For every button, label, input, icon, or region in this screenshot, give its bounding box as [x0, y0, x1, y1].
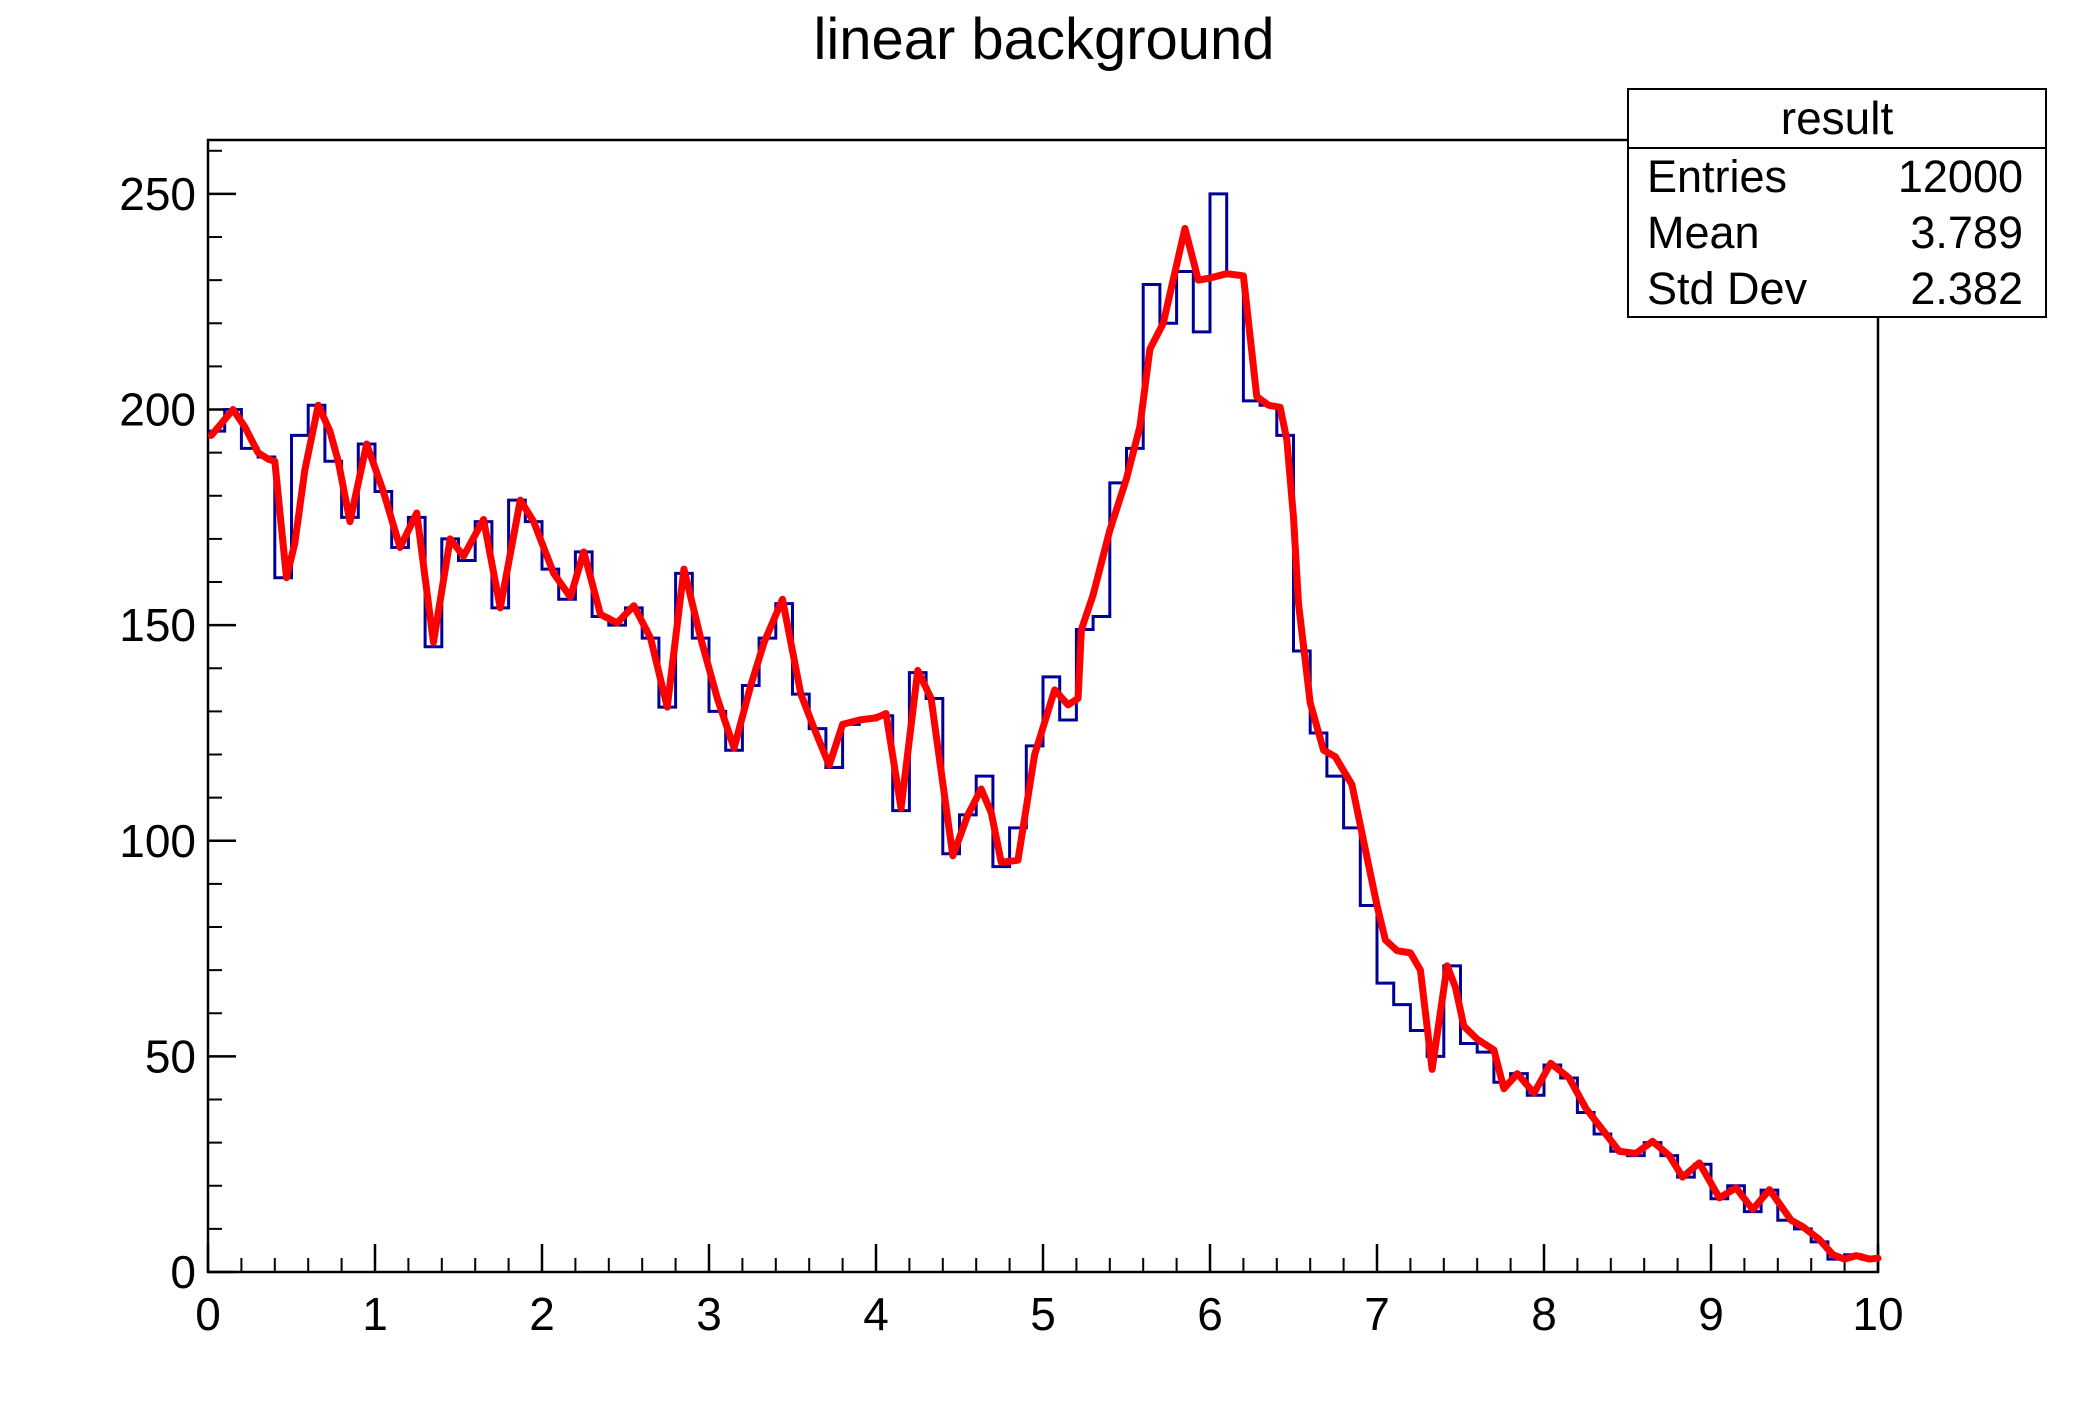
- y-tick-label: 0: [170, 1246, 196, 1298]
- x-tick-label: 10: [1852, 1288, 1903, 1340]
- x-tick-label: 6: [1197, 1288, 1223, 1340]
- stats-box: result Entries 12000 Mean 3.789 Std Dev …: [1627, 88, 2047, 318]
- x-tick-label: 1: [362, 1288, 388, 1340]
- x-tick-label: 4: [863, 1288, 889, 1340]
- y-tick-label: 50: [145, 1030, 196, 1082]
- y-tick-label: 100: [119, 815, 196, 867]
- stats-value: 3.789: [1910, 207, 2023, 258]
- stats-row-mean: Mean 3.789: [1629, 205, 2045, 261]
- y-tick-label: 150: [119, 599, 196, 651]
- y-tick-label: 250: [119, 168, 196, 220]
- stats-value: 2.382: [1910, 263, 2023, 314]
- x-tick-label: 7: [1364, 1288, 1390, 1340]
- histogram-line: [208, 192, 1878, 1261]
- stats-value: 12000: [1897, 151, 2023, 202]
- x-tick-label: 5: [1030, 1288, 1056, 1340]
- y-tick-label: 200: [119, 384, 196, 436]
- stats-box-title: result: [1629, 90, 2045, 149]
- stats-label: Std Dev: [1647, 263, 1808, 314]
- x-tick-label: 0: [195, 1288, 221, 1340]
- fit-curve-line: [207, 224, 1882, 1263]
- stats-label: Mean: [1647, 207, 1760, 258]
- chart-title: linear background: [813, 7, 1275, 72]
- x-tick-label: 9: [1698, 1288, 1724, 1340]
- x-tick-label: 2: [529, 1288, 555, 1340]
- stats-row-entries: Entries 12000: [1629, 149, 2045, 205]
- x-tick-label: 8: [1531, 1288, 1557, 1340]
- stats-row-stddev: Std Dev 2.382: [1629, 261, 2045, 317]
- stats-label: Entries: [1647, 151, 1788, 202]
- x-tick-label: 3: [696, 1288, 722, 1340]
